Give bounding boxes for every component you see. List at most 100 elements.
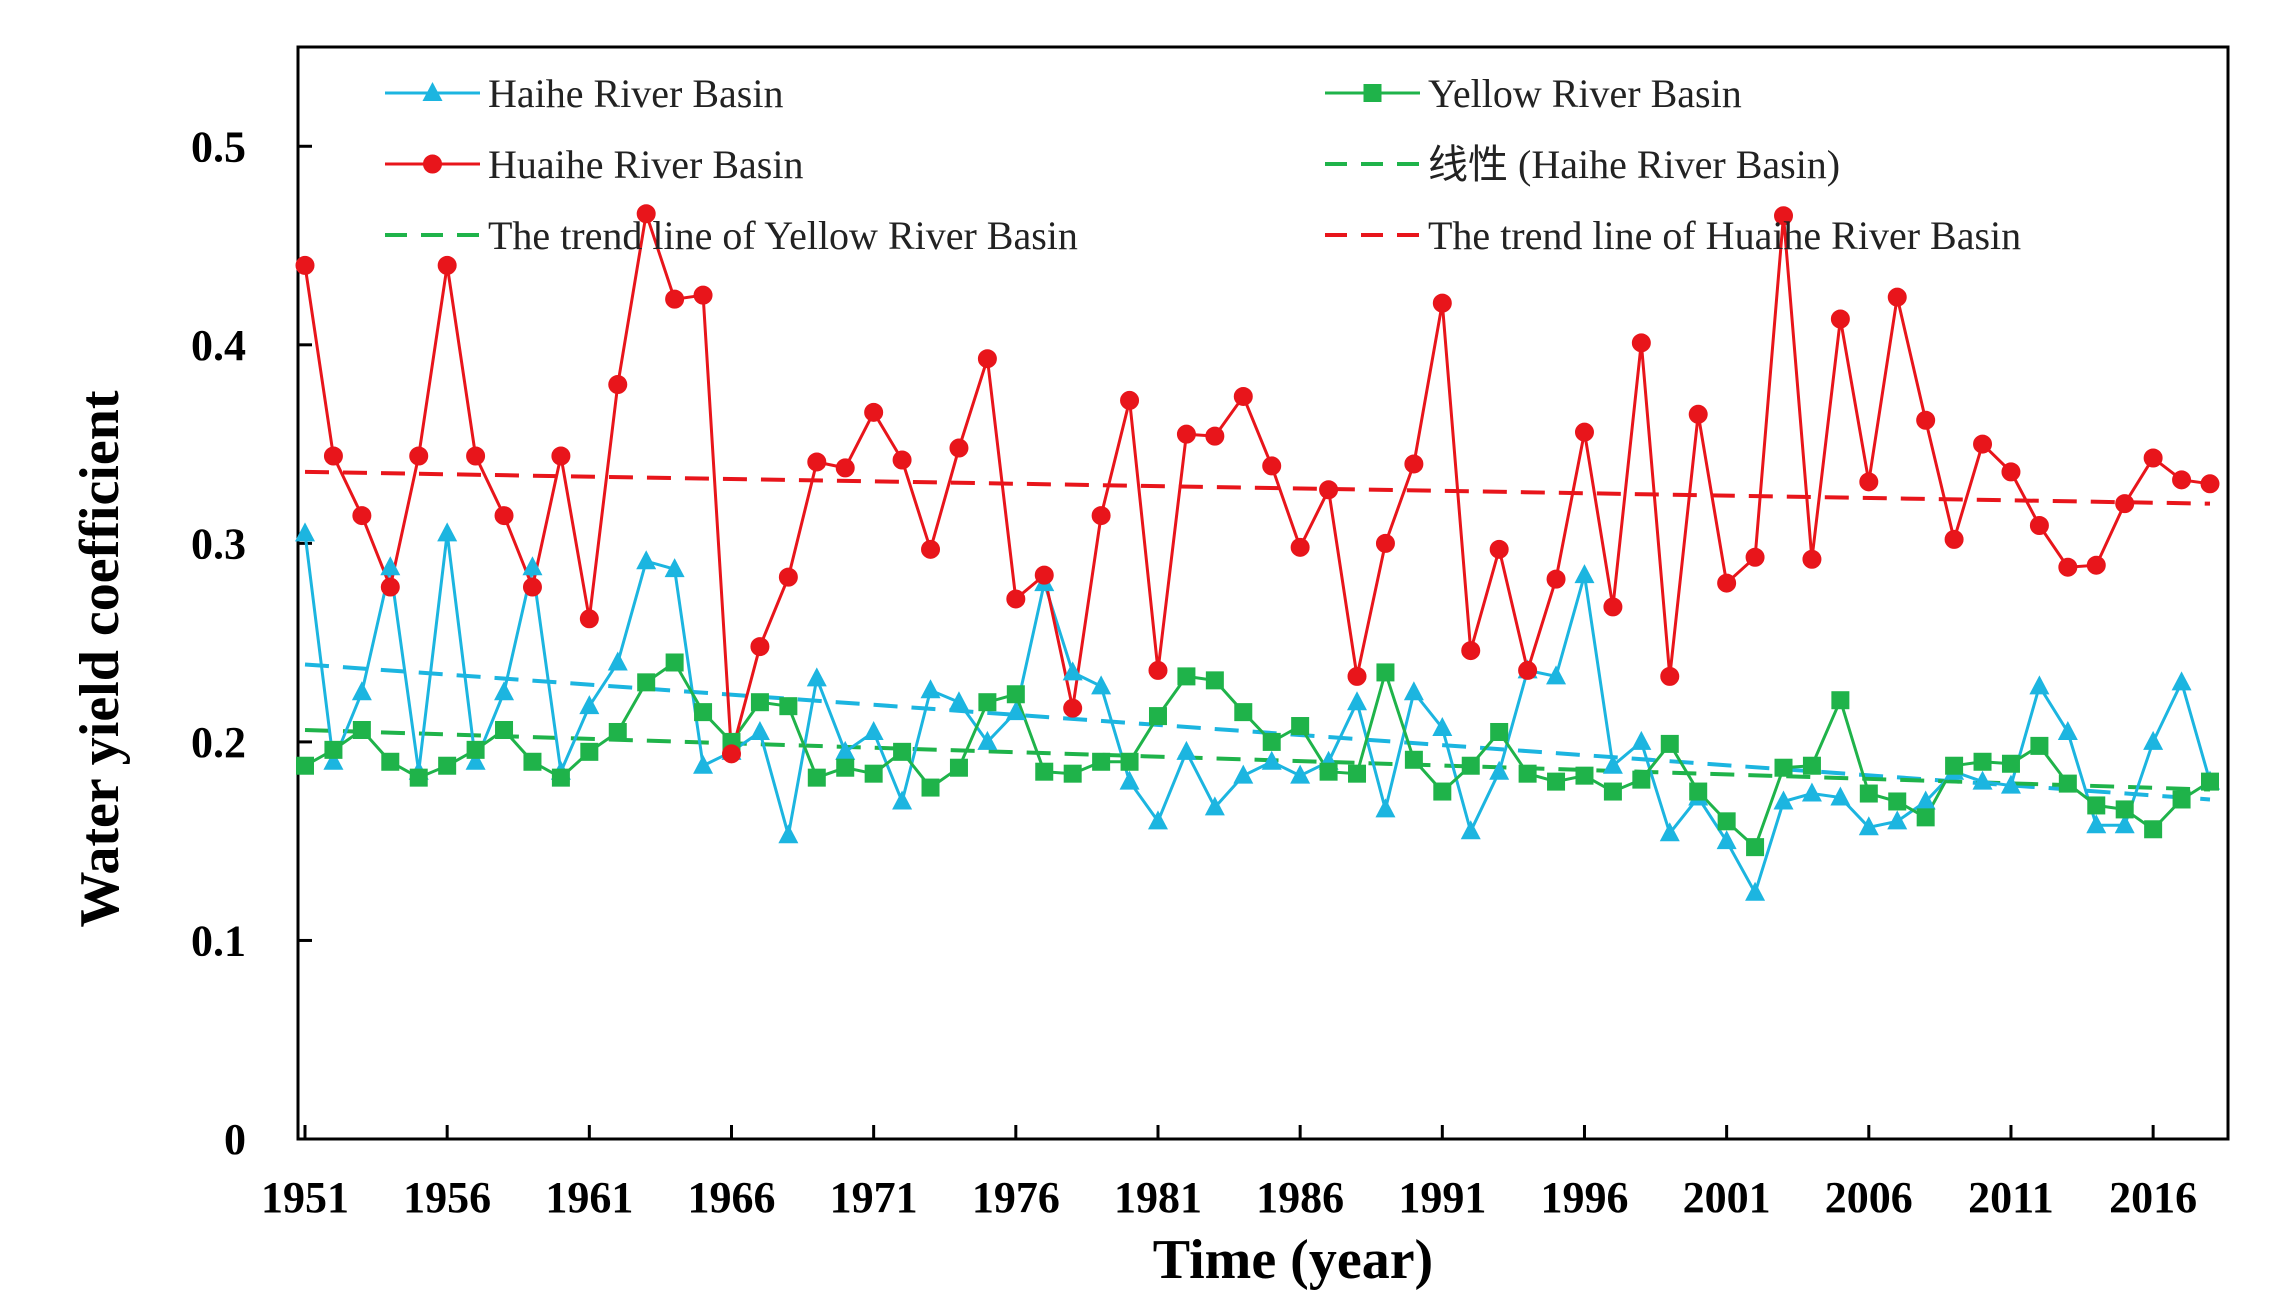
data-point: [2200, 474, 2220, 494]
data-point: [1347, 666, 1367, 686]
data-point: [1518, 764, 1537, 783]
data-point: [2171, 671, 2192, 691]
data-point: [608, 722, 627, 741]
data-point: [1204, 796, 1225, 816]
x-tick-label: 1971: [830, 1173, 918, 1222]
data-point: [1404, 454, 1424, 474]
data-point: [607, 651, 628, 671]
data-point: [721, 744, 741, 764]
data-point: [893, 742, 912, 761]
data-point: [465, 750, 486, 770]
x-axis-title: Time (year): [1153, 1229, 1433, 1291]
data-point: [1944, 529, 1964, 549]
data-point: [1433, 782, 1452, 801]
data-point: [778, 567, 798, 587]
data-point: [1660, 666, 1680, 686]
data-point: [466, 740, 485, 759]
series-line-2: [303, 213, 2211, 755]
data-point: [664, 558, 685, 578]
x-tick-label: 2016: [2109, 1173, 2197, 1222]
data-point: [1261, 750, 1282, 770]
data-point: [1746, 838, 1765, 857]
legend-label-1: Yellow River Basin: [1428, 71, 1742, 116]
data-point: [1035, 762, 1054, 781]
x-tick-label: 2001: [1683, 1173, 1771, 1222]
data-point: [1632, 770, 1651, 789]
data-point: [1973, 752, 1992, 771]
data-point: [1005, 701, 1026, 721]
data-point: [296, 756, 314, 775]
data-point: [608, 375, 628, 395]
data-point: [1176, 424, 1196, 444]
data-point: [1574, 564, 1595, 584]
data-point: [1432, 717, 1453, 737]
data-point: [1574, 422, 1594, 442]
data-point: [1916, 808, 1935, 827]
data-point: [892, 790, 913, 810]
data-point: [892, 450, 912, 470]
data-point: [323, 446, 343, 466]
data-point: [836, 758, 855, 777]
data-point: [1290, 764, 1311, 784]
x-tick-label: 1986: [1256, 1173, 1344, 1222]
data-point: [1233, 764, 1254, 784]
x-axis: 1951 1956 1961 1966 1971 1976 1981 1986 1991 1996…: [261, 1125, 2197, 1222]
y-tick-label: 0: [224, 1115, 246, 1164]
data-point: [1859, 784, 1878, 803]
data-point: [779, 697, 798, 716]
data-point: [2029, 515, 2049, 535]
data-point: [863, 720, 884, 740]
data-point: [778, 824, 799, 844]
data-point: [1404, 750, 1423, 769]
data-point: [2000, 774, 2021, 794]
y-axis-title: Water yield coefficient: [69, 390, 131, 927]
x-tick-label: 2011: [1968, 1173, 2054, 1222]
y-tick-label: 0.3: [191, 519, 246, 568]
y-tick-label: 0.4: [191, 321, 246, 370]
data-point: [2086, 555, 2106, 575]
data-point: [1972, 770, 1993, 790]
data-point: [948, 691, 969, 711]
data-point: [1859, 472, 1879, 492]
data-point: [437, 255, 457, 275]
data-point: [807, 452, 827, 472]
data-point: [1319, 480, 1339, 500]
data-point: [949, 438, 969, 458]
legend-label-0: Haihe River Basin: [488, 71, 784, 116]
data-point: [522, 556, 543, 576]
data-point: [579, 695, 600, 715]
data-point: [352, 720, 371, 739]
data-point: [1348, 764, 1367, 783]
data-point: [2001, 462, 2021, 482]
data-point: [409, 446, 429, 466]
data-point: [2029, 675, 2050, 695]
legend-marker-2: [423, 154, 442, 174]
data-point: [1745, 881, 1766, 901]
data-point: [1603, 597, 1623, 617]
x-tick-label: 1966: [687, 1173, 775, 1222]
data-point: [1205, 671, 1224, 690]
data-point: [1205, 426, 1225, 446]
data-point: [1631, 333, 1651, 353]
data-point: [637, 673, 656, 692]
data-point: [2143, 730, 2164, 750]
data-point: [1262, 732, 1281, 751]
data-point: [1858, 816, 1879, 836]
data-point: [1460, 820, 1481, 840]
data-point: [2115, 494, 2135, 514]
data-point: [1006, 589, 1026, 609]
legend-label-5: The trend line of Huaihe River Basin: [1428, 213, 2021, 258]
data-point: [438, 756, 457, 775]
data-point: [1602, 754, 1623, 774]
legend-marker-0: [422, 82, 443, 101]
y-tick-label: 0.5: [191, 122, 246, 171]
data-point: [921, 778, 940, 797]
data-point: [977, 349, 997, 369]
data-point: [835, 740, 856, 760]
data-point: [295, 255, 315, 275]
data-point: [409, 768, 428, 787]
data-point: [1603, 782, 1622, 801]
data-point: [1489, 760, 1510, 780]
data-point: [522, 577, 542, 597]
